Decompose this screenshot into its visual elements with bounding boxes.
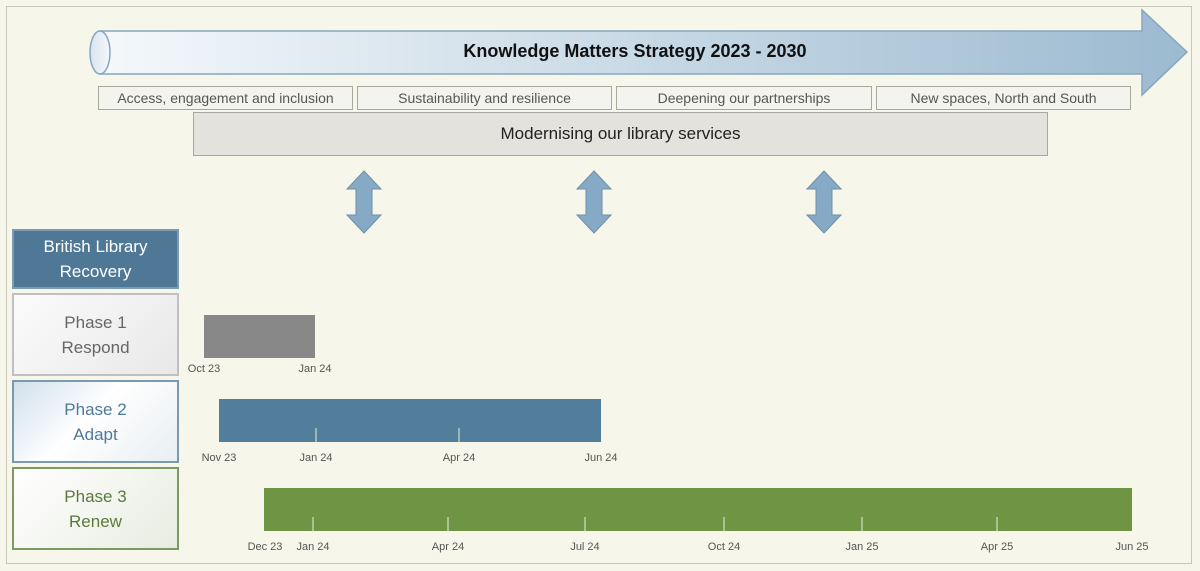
theme-sustainability: Sustainability and resilience <box>357 86 612 110</box>
phase-3-tick-label: Oct 24 <box>708 541 740 553</box>
phase-2-tick-label: Jan 24 <box>299 452 332 464</box>
phase-1-bar <box>204 315 315 358</box>
phase-2-tick-label: Apr 24 <box>443 452 475 464</box>
recovery-title-line2: Recovery <box>59 262 132 281</box>
phase-1-name: Phase 1 <box>64 312 127 332</box>
phase-3-tick-label: Jul 24 <box>570 541 599 553</box>
phase-2-name: Phase 2 <box>64 399 127 419</box>
phase-3-bar <box>264 488 1132 531</box>
phase-3-tick-label: Apr 25 <box>981 541 1013 553</box>
recovery-header: British Library Recovery <box>12 229 179 289</box>
phase-2-box: Phase 2 Adapt <box>12 380 179 463</box>
double-arrow-icon <box>345 170 383 234</box>
theme-new-spaces: New spaces, North and South <box>876 86 1131 110</box>
phase-3-tick-label: Apr 24 <box>432 541 464 553</box>
phase-1-box: Phase 1 Respond <box>12 293 179 376</box>
phase-1-subtitle: Respond <box>61 337 130 357</box>
phase-3-tick-label: Jun 25 <box>1115 541 1148 553</box>
theme-access: Access, engagement and inclusion <box>98 86 353 110</box>
double-arrow-icon <box>805 170 843 234</box>
phase-3-tick-label: Jan 24 <box>296 541 329 553</box>
phase-2-bar <box>219 399 601 442</box>
phase-2-subtitle: Adapt <box>73 424 118 444</box>
phase-3-name: Phase 3 <box>64 486 127 506</box>
phase-2-tick-label: Jun 24 <box>584 452 617 464</box>
phase-2-tick-label: Nov 23 <box>202 452 237 464</box>
double-arrow-icon <box>575 170 613 234</box>
phase-3-tick-label: Dec 23 <box>248 541 283 553</box>
theme-partnerships: Deepening our partnerships <box>616 86 872 110</box>
phase-1-tick-label: Jan 24 <box>298 363 331 375</box>
modernising-box: Modernising our library services <box>193 112 1048 156</box>
phase-3-subtitle: Renew <box>69 511 122 531</box>
strategy-title: Knowledge Matters Strategy 2023 - 2030 <box>463 40 807 61</box>
recovery-title-line1: British Library <box>43 237 148 256</box>
phase-3-tick-label: Jan 25 <box>845 541 878 553</box>
phase-3-box: Phase 3 Renew <box>12 467 179 550</box>
phase-1-tick-label: Oct 23 <box>188 363 220 375</box>
